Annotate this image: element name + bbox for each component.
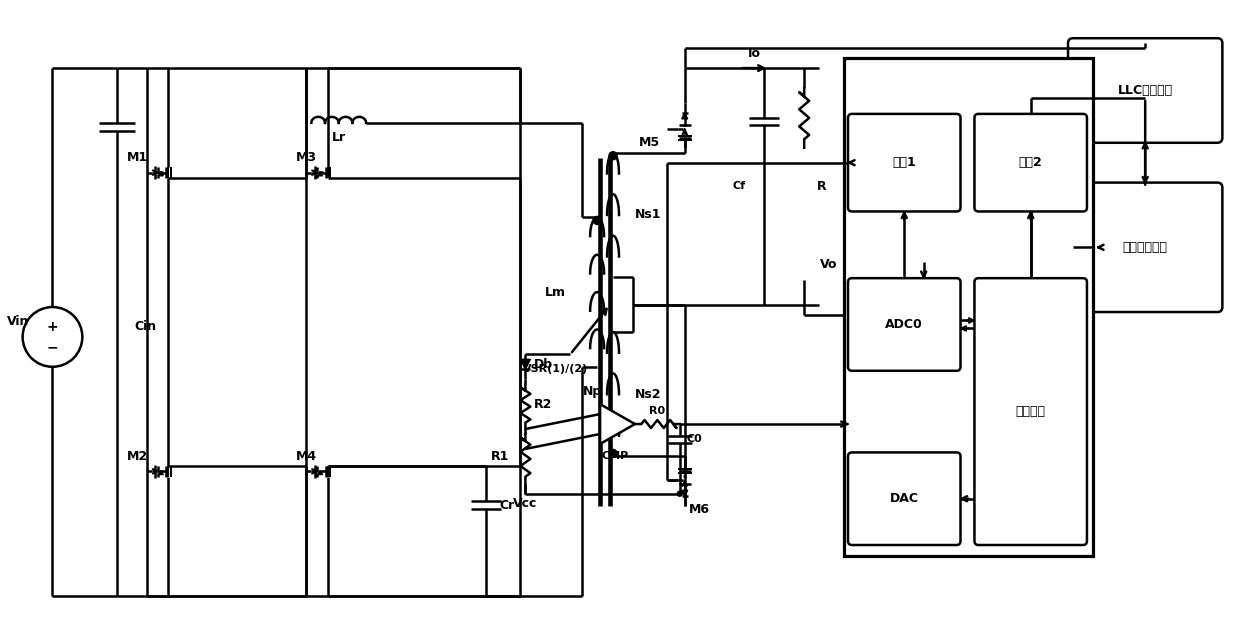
Text: R1: R1 <box>491 450 510 463</box>
Text: VSR(1)/(2): VSR(1)/(2) <box>522 364 588 375</box>
Circle shape <box>677 491 682 496</box>
Text: Np: Np <box>583 385 601 398</box>
FancyBboxPatch shape <box>848 452 961 545</box>
Text: Vin: Vin <box>6 315 29 329</box>
Text: M3: M3 <box>296 151 317 164</box>
Text: M4: M4 <box>296 450 317 463</box>
FancyBboxPatch shape <box>848 278 961 371</box>
Text: M6: M6 <box>689 503 711 516</box>
Text: Vcc: Vcc <box>513 497 538 510</box>
Text: M2: M2 <box>126 450 148 463</box>
Polygon shape <box>600 404 635 444</box>
Text: R0: R0 <box>650 406 666 416</box>
Text: CMP: CMP <box>601 451 629 461</box>
Text: −: − <box>47 340 58 354</box>
FancyBboxPatch shape <box>1068 183 1223 312</box>
Text: LLC原边驱动: LLC原边驱动 <box>1117 84 1173 97</box>
Text: Cr: Cr <box>500 499 515 512</box>
Text: M1: M1 <box>126 151 148 164</box>
Bar <box>844 58 1092 556</box>
Circle shape <box>609 152 618 160</box>
Text: Lm: Lm <box>544 285 565 299</box>
Circle shape <box>593 217 601 224</box>
Polygon shape <box>521 359 531 369</box>
Text: Cf: Cf <box>733 182 746 191</box>
Text: Ns2: Ns2 <box>635 388 661 401</box>
Polygon shape <box>159 172 164 176</box>
Text: 隔离驱动电路: 隔离驱动电路 <box>1122 241 1168 254</box>
Text: 时钟2: 时钟2 <box>1019 156 1043 169</box>
Text: R2: R2 <box>534 397 553 411</box>
FancyBboxPatch shape <box>1068 38 1223 143</box>
FancyBboxPatch shape <box>975 114 1087 211</box>
Circle shape <box>609 450 618 457</box>
Text: C0: C0 <box>687 434 703 445</box>
Polygon shape <box>682 113 688 119</box>
Text: 逻辑单元: 逻辑单元 <box>1016 405 1045 418</box>
Text: Db: Db <box>533 358 553 371</box>
Text: DAC: DAC <box>890 492 919 505</box>
Text: Vo: Vo <box>821 258 838 271</box>
Polygon shape <box>317 172 322 176</box>
Text: Io: Io <box>748 47 761 60</box>
Polygon shape <box>317 471 322 475</box>
FancyBboxPatch shape <box>975 278 1087 545</box>
Text: ADC0: ADC0 <box>885 318 923 331</box>
Text: R: R <box>817 180 827 193</box>
Text: Cin: Cin <box>134 320 156 333</box>
Text: Lr: Lr <box>331 131 346 145</box>
FancyBboxPatch shape <box>848 114 961 211</box>
Text: M5: M5 <box>640 136 661 149</box>
Polygon shape <box>682 490 688 496</box>
Text: 时钟1: 时钟1 <box>893 156 916 169</box>
Text: Ns1: Ns1 <box>635 208 661 222</box>
Text: +: + <box>47 320 58 334</box>
Polygon shape <box>159 471 164 475</box>
